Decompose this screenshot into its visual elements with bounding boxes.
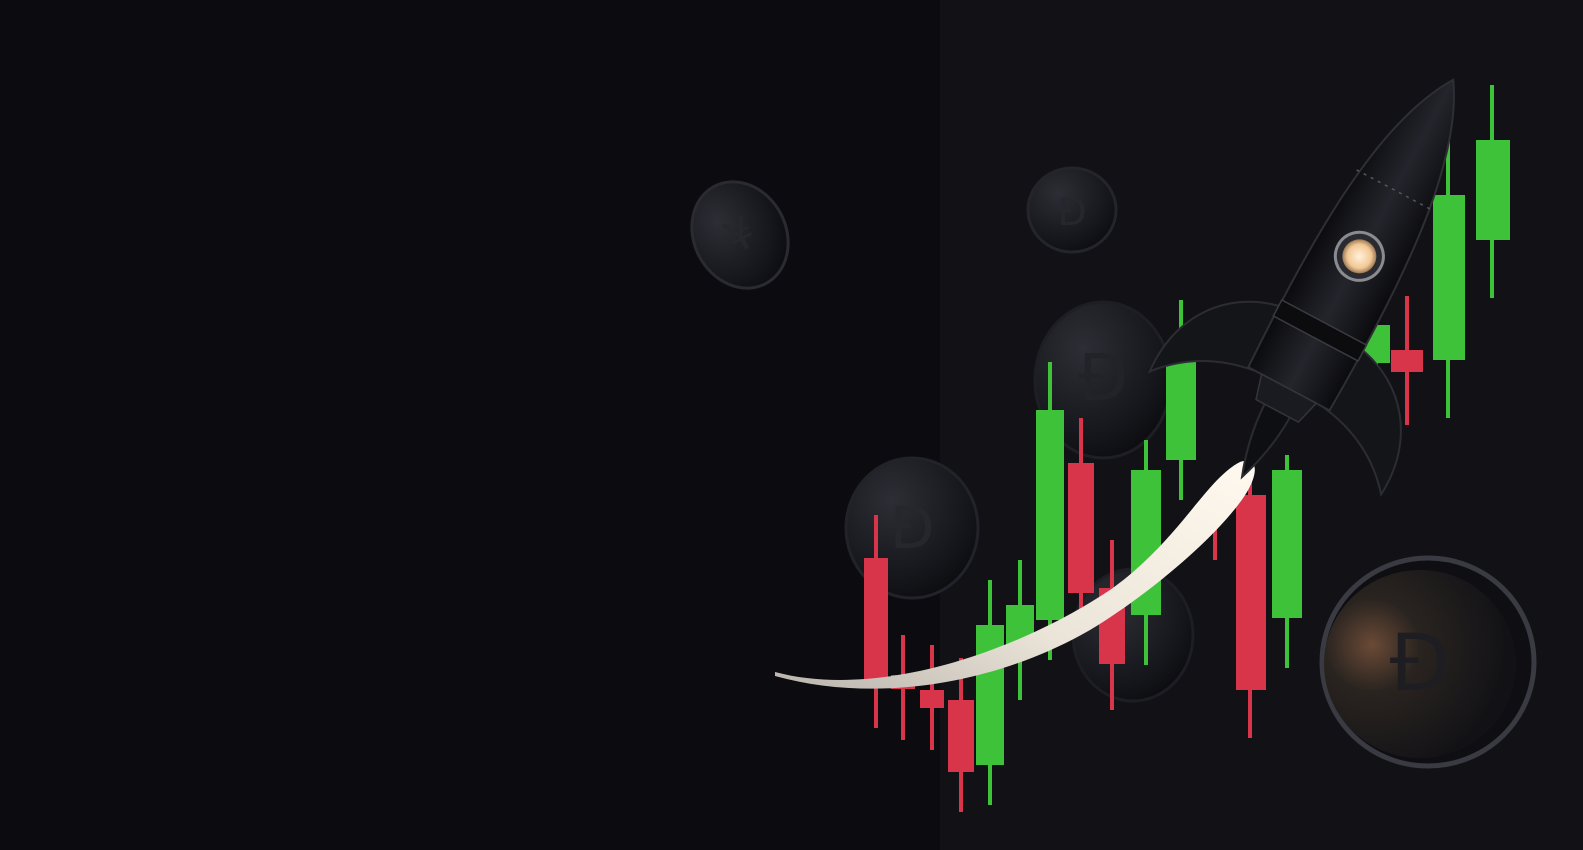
rocket-icon	[1147, 78, 1455, 498]
coin-icon: Ð	[1033, 300, 1173, 460]
coin-icon: Ð	[1319, 555, 1537, 769]
coin-icon: ¥	[690, 180, 790, 290]
svg-text:Ð: Ð	[1390, 619, 1450, 709]
rocket-exhaust	[775, 460, 1255, 689]
candlestick-chart	[864, 85, 1510, 812]
svg-text:Ð: Ð	[890, 494, 935, 562]
svg-text:Ð: Ð	[1078, 342, 1128, 416]
svg-text:Ð: Ð	[1057, 190, 1086, 234]
coin-icon: Ð	[1026, 166, 1118, 254]
